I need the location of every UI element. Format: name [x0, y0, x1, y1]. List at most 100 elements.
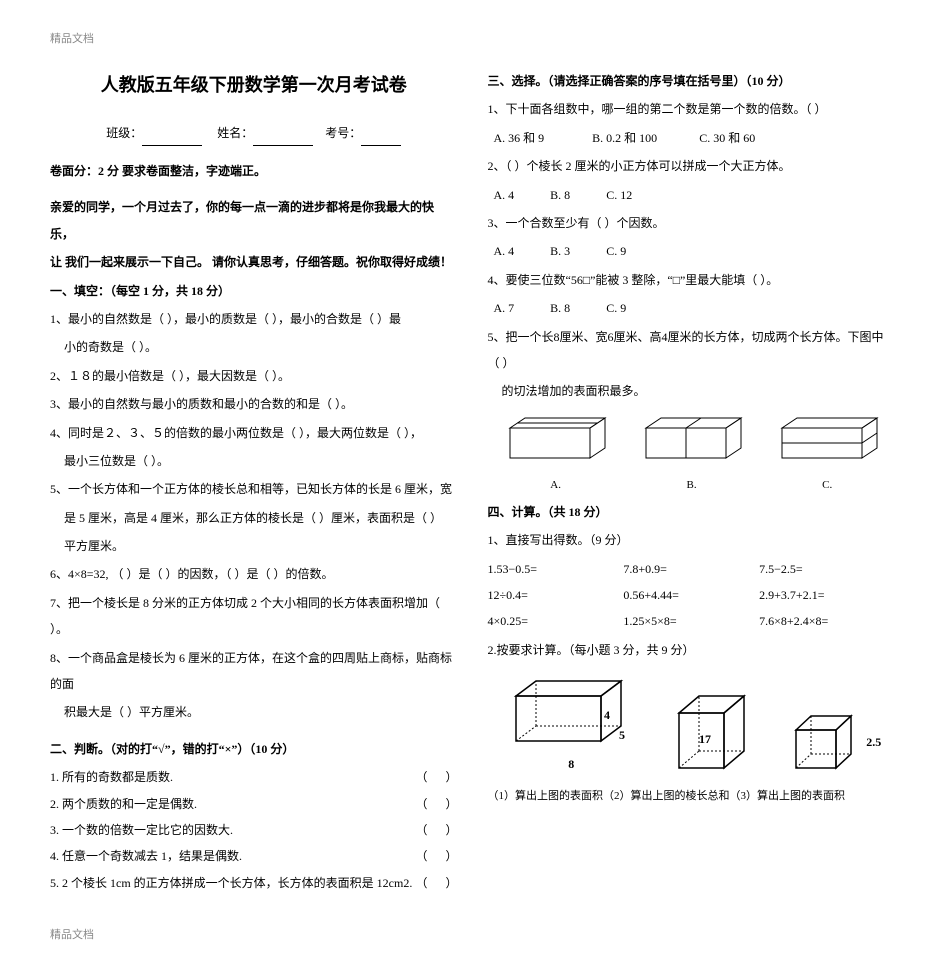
judge-5-paren: （ ） [415, 870, 457, 896]
c2a: A. 4 [494, 188, 515, 202]
calc-row-1: 1.53−0.5= 7.8+0.9= 7.5−2.5= [488, 556, 896, 582]
judge-5: 5. 2 个棱长 1cm 的正方体拼成一个长方体，长方体的表面积是 12cm2.… [50, 870, 458, 896]
calc-row-2: 12÷0.4= 0.56+4.44= 2.9+3.7+2.1= [488, 582, 896, 608]
judge-1-paren: （ ） [415, 764, 457, 790]
cuboid-c-icon [772, 413, 882, 465]
r3a: 4×0.25= [488, 608, 624, 634]
section-3-heading: 三、选择。（请选择正确答案的序号填在括号里）（10 分） [488, 68, 896, 94]
opt-a-label: A. [550, 473, 561, 497]
judge-3-paren: （ ） [415, 817, 457, 843]
watermark-top: 精品文档 [50, 30, 895, 46]
q1-2: 2、１８的最小倍数是（ ），最大因数是（ ）。 [50, 363, 458, 389]
c3a: A. 4 [494, 244, 515, 258]
q1-5c: 平方厘米。 [50, 533, 458, 559]
cuboid-b-icon [636, 413, 746, 465]
shape-2-wrap: 17 [669, 688, 759, 778]
q1-5b: 是 5 厘米，高是 4 厘米，那么正方体的棱长是（ ）厘米，表面积是（ ） [50, 505, 458, 531]
c4b: B. 8 [550, 301, 570, 315]
r1a: 1.53−0.5= [488, 556, 624, 582]
judge-1-text: 1. 所有的奇数都是质数. [50, 764, 173, 790]
c3b: B. 3 [550, 244, 570, 258]
exam-title: 人教版五年级下册数学第一次月考试卷 [50, 66, 458, 106]
c1a: A. 36 和 9 [494, 131, 545, 145]
juanmian-line: 卷面分：2 分 要求卷面整洁，字迹端正。 [50, 158, 458, 184]
judge-4-paren: （ ） [415, 843, 457, 869]
r2a: 12÷0.4= [488, 582, 624, 608]
cuboid-options-row [488, 413, 896, 465]
c5b: 的切法增加的表面积最多。 [488, 378, 896, 404]
opt-c-label: C. [822, 473, 832, 497]
class-blank [142, 131, 202, 146]
section-1-heading: 一、填空：（每空 1 分，共 18 分） [50, 278, 458, 304]
judge-2-text: 2. 两个质数的和一定是偶数. [50, 791, 197, 817]
c2: 2、（ ）个棱长 2 厘米的小正方体可以拼成一个大正方体。 [488, 153, 896, 179]
calc-row-3: 4×0.25= 1.25×5×8= 7.6×8+2.4×8= [488, 608, 896, 634]
c3: 3、一个合数至少有（ ）个因数。 [488, 210, 896, 236]
judge-2-paren: （ ） [415, 791, 457, 817]
c2-opts: A. 4 B. 8 C. 12 [488, 182, 896, 208]
q1-4: 4、同时是２、３、５的倍数的最小两位数是（ ），最大两位数是（ ）， [50, 420, 458, 446]
number-blank [361, 131, 401, 146]
shape-2-icon: 17 [669, 688, 759, 778]
student-info-line: 班级： 姓名： 考号： [50, 120, 458, 146]
c3-opts: A. 4 B. 3 C. 9 [488, 238, 896, 264]
c4a: A. 7 [494, 301, 515, 315]
name-label: 姓名： [217, 126, 253, 140]
judge-5-text: 5. 2 个棱长 1cm 的正方体拼成一个长方体，长方体的表面积是 12cm2. [50, 870, 412, 896]
c1: 1、下十面各组数中，哪一组的第二个数是第一个数的倍数。（ ） [488, 96, 896, 122]
shape1-l: 8 [501, 751, 641, 777]
intro-line-2: 让 我们一起来展示一下自己。 请你认真思考，仔细答题。祝你取得好成绩！ [50, 249, 458, 275]
judge-4: 4. 任意一个奇数减去 1，结果是偶数. （ ） [50, 843, 458, 869]
c4c: C. 9 [606, 301, 626, 315]
q1-7: 7、把一个棱长是 8 分米的正方体切成 2 个大小相同的长方体表面积增加（ ）。 [50, 590, 458, 643]
calc-tasks: （1）算出上图的表面积（2）算出上图的棱长总和（3）算出上图的表面积 [488, 784, 896, 808]
shape3-dim: 2.5 [866, 729, 881, 755]
shape2-dim: 17 [699, 732, 711, 746]
c5: 5、把一个长8厘米、宽6厘米、高4厘米的长方体，切成两个长方体。下图中（ ） [488, 324, 896, 377]
watermark-bottom: 精品文档 [50, 926, 895, 942]
c1b: B. 0.2 和 100 [592, 131, 657, 145]
q1-8b: 积最大是（ ）平方厘米。 [50, 699, 458, 725]
calc-2-heading: 2.按要求计算。（每小题 3 分，共 9 分） [488, 637, 896, 663]
shape-3-icon [786, 708, 866, 778]
cuboid-labels: A. B. C. [488, 473, 896, 497]
name-blank [253, 131, 313, 146]
shape1-w: 5 [619, 728, 625, 742]
intro-line-1: 亲爱的同学，一个月过去了，你的每一点一滴的进步都将是你我最大的快乐， [50, 194, 458, 247]
c2b: B. 8 [550, 188, 570, 202]
c1c: C. 30 和 60 [699, 131, 755, 145]
number-label: 考号： [325, 126, 361, 140]
q1-1b: 小的奇数是（ ）。 [50, 334, 458, 360]
r1c: 7.5−2.5= [759, 556, 895, 582]
q1-6: 6、4×8=32, （ ）是（ ）的因数，（ ）是（ ）的倍数。 [50, 561, 458, 587]
r1b: 7.8+0.9= [623, 556, 759, 582]
shape1-h: 4 [604, 708, 610, 722]
section-4-heading: 四、计算。（共 18 分） [488, 499, 896, 525]
q1-8: 8、一个商品盒是棱长为 6 厘米的正方体，在这个盒的四周贴上商标，贴商标的面 [50, 645, 458, 698]
judge-3-text: 3. 一个数的倍数一定比它的因数大. [50, 817, 233, 843]
opt-b-label: B. [687, 473, 697, 497]
calc-1-heading: 1、直接写出得数。（9 分） [488, 527, 896, 553]
r3c: 7.6×8+2.4×8= [759, 608, 895, 634]
cuboid-a-icon [500, 413, 610, 465]
calc-shapes-row: 4 5 8 17 [488, 671, 896, 777]
left-column: 人教版五年级下册数学第一次月考试卷 班级： 姓名： 考号： 卷面分：2 分 要求… [50, 66, 458, 896]
shape-1-wrap: 4 5 8 [501, 671, 641, 777]
r2b: 0.56+4.44= [623, 582, 759, 608]
class-label: 班级： [106, 126, 142, 140]
right-column: 三、选择。（请选择正确答案的序号填在括号里）（10 分） 1、下十面各组数中，哪… [488, 66, 896, 896]
q1-5: 5、一个长方体和一个正方体的棱长总和相等，已知长方体的长是 6 厘米，宽 [50, 476, 458, 502]
shape-1-icon: 4 5 [501, 671, 641, 751]
judge-1: 1. 所有的奇数都是质数. （ ） [50, 764, 458, 790]
q1-1: 1、最小的自然数是（ ），最小的质数是（ ），最小的合数是（ ）最 [50, 306, 458, 332]
page-body: 人教版五年级下册数学第一次月考试卷 班级： 姓名： 考号： 卷面分：2 分 要求… [50, 66, 895, 896]
c4: 4、要使三位数“56□”能被 3 整除，“□”里最大能填（ ）。 [488, 267, 896, 293]
c4-opts: A. 7 B. 8 C. 9 [488, 295, 896, 321]
judge-3: 3. 一个数的倍数一定比它的因数大. （ ） [50, 817, 458, 843]
c3c: C. 9 [606, 244, 626, 258]
judge-4-text: 4. 任意一个奇数减去 1，结果是偶数. [50, 843, 242, 869]
section-2-heading: 二、判断。（对的打“√”，错的打“×”）（10 分） [50, 736, 458, 762]
shape-3-wrap: 2.5 [786, 708, 881, 778]
q1-3: 3、最小的自然数与最小的质数和最小的合数的和是（ ）。 [50, 391, 458, 417]
c2c: C. 12 [606, 188, 632, 202]
